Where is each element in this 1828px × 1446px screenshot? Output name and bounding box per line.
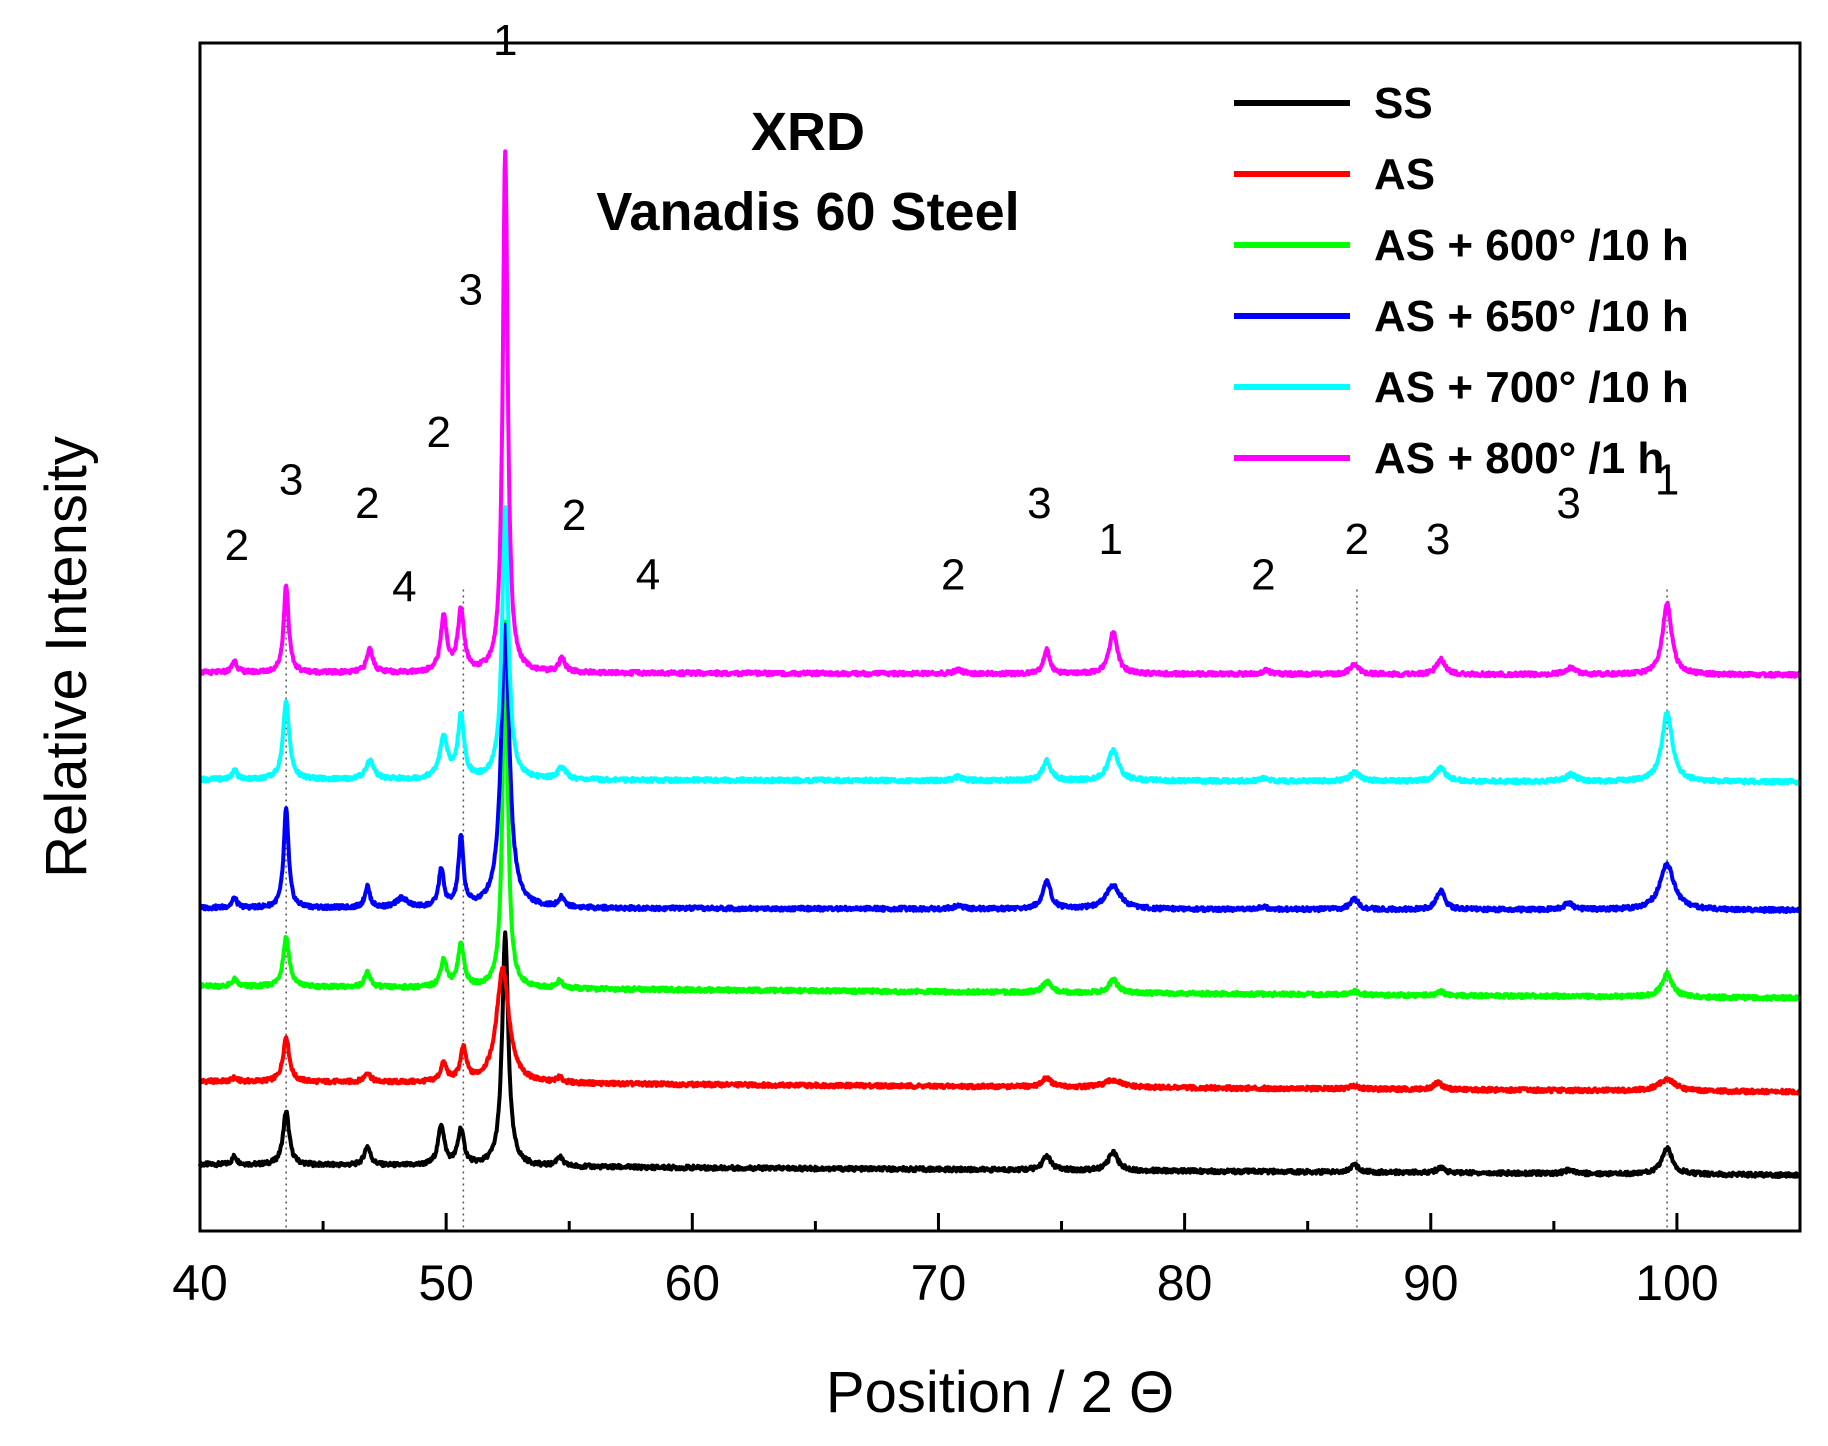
peak-label: 4 xyxy=(392,562,416,611)
x-tick-label: 50 xyxy=(418,1255,474,1311)
x-tick-label: 60 xyxy=(664,1255,720,1311)
peak-label: 2 xyxy=(562,491,586,540)
x-axis-ticks xyxy=(198,1213,1802,1231)
series-line-1 xyxy=(198,965,1802,1096)
peak-label: 2 xyxy=(355,479,379,528)
x-tick-label: 100 xyxy=(1635,1255,1718,1311)
peak-label: 1 xyxy=(493,16,517,65)
legend-label-5: AS + 800° /1 h xyxy=(1374,434,1664,483)
x-tick-label: 90 xyxy=(1403,1255,1459,1311)
legend-label-1: AS xyxy=(1374,150,1435,199)
chart-title: XRD xyxy=(751,102,865,162)
peak-label: 3 xyxy=(1426,515,1450,564)
x-tick-label: 40 xyxy=(172,1255,228,1311)
x-tick-label: 70 xyxy=(911,1255,967,1311)
peak-label: 3 xyxy=(279,455,303,504)
peak-label: 3 xyxy=(459,265,483,314)
legend-label-4: AS + 700° /10 h xyxy=(1374,363,1689,412)
legend: SS AS AS + 600° /10 h AS + 650° /10 h AS + 7… xyxy=(1234,79,1689,483)
y-axis-title: Relative Intensity xyxy=(34,436,99,878)
peak-label: 4 xyxy=(636,550,660,599)
x-tick-label: 80 xyxy=(1157,1255,1213,1311)
peak-label: 3 xyxy=(1556,479,1580,528)
peak-label: 2 xyxy=(1251,550,1275,599)
series-lines xyxy=(198,149,1802,1179)
x-axis-title: Position / 2 Θ xyxy=(826,1360,1174,1425)
peak-label: 3 xyxy=(1027,479,1051,528)
series-line-4 xyxy=(198,505,1802,786)
plot-frame xyxy=(198,41,1802,1233)
peak-label: 2 xyxy=(225,521,249,570)
reference-lines xyxy=(285,589,1668,1231)
series-line-2 xyxy=(198,619,1802,1002)
legend-label-0: SS xyxy=(1374,79,1433,128)
peak-label: 1 xyxy=(1655,455,1679,504)
peak-label: 2 xyxy=(941,550,965,599)
peak-label: 2 xyxy=(1345,515,1369,564)
series-line-5 xyxy=(198,149,1802,679)
peak-label: 1 xyxy=(1099,515,1123,564)
chart-subtitle: Vanadis 60 Steel xyxy=(596,182,1019,242)
x-axis-tick-labels: 40 50 60 70 80 90 100 xyxy=(172,1255,1718,1311)
legend-label-3: AS + 650° /10 h xyxy=(1374,292,1689,341)
series-line-0 xyxy=(198,930,1802,1179)
legend-label-2: AS + 600° /10 h xyxy=(1374,221,1689,270)
series-line-3 xyxy=(198,622,1802,914)
peak-label: 2 xyxy=(427,408,451,457)
